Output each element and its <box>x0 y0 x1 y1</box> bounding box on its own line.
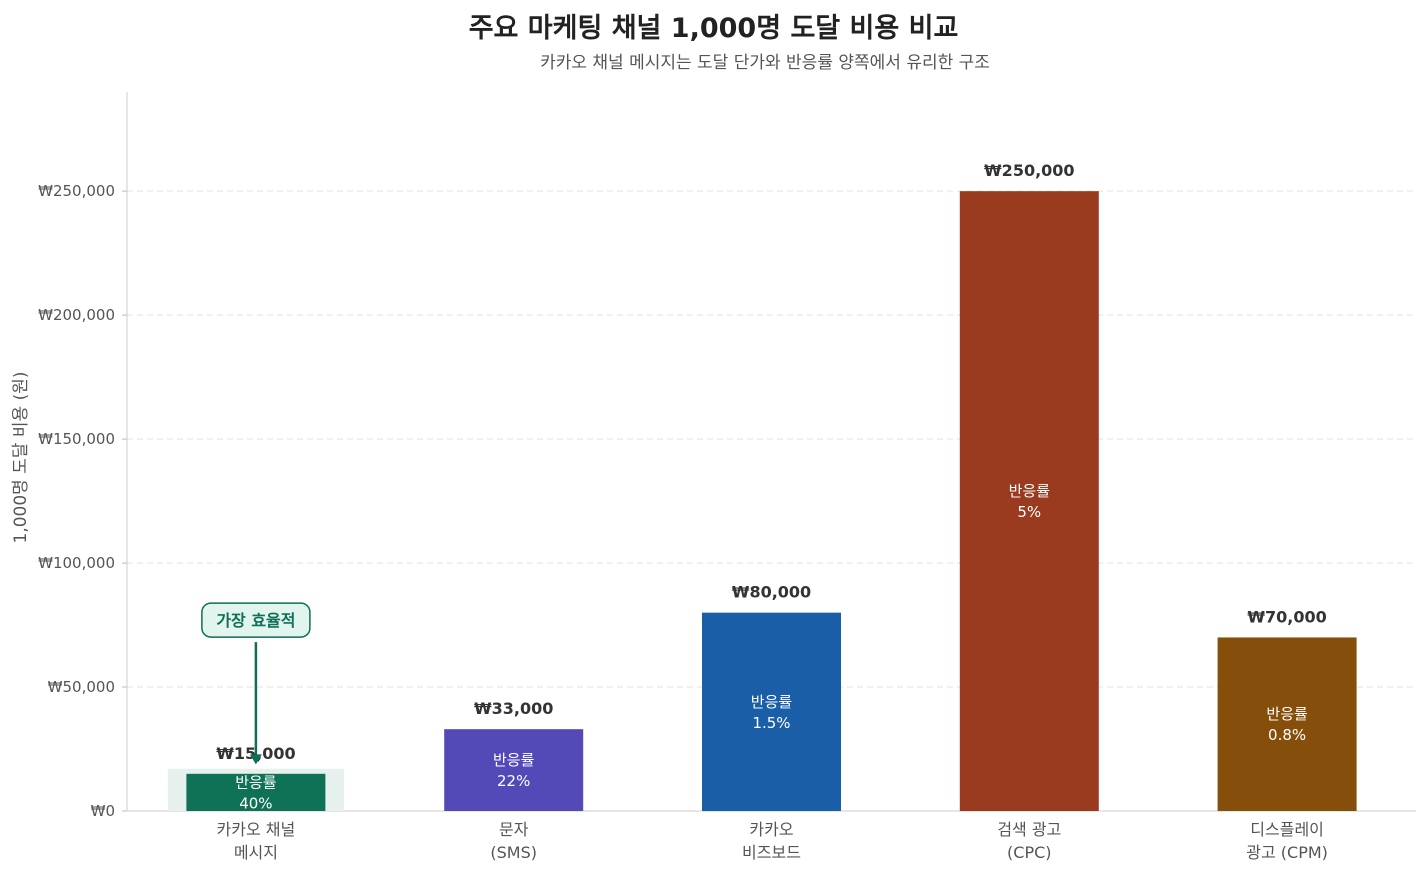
y-axis-label: 1,000명 도달 비용 (원) <box>11 372 31 544</box>
response-rate-value: 5% <box>1017 503 1041 521</box>
y-tick-label: ₩150,000 <box>38 430 115 448</box>
category-label: 문자 <box>499 820 529 839</box>
category-label: 비즈보드 <box>742 843 801 862</box>
annotation-arrow-head <box>249 754 262 765</box>
response-rate-value: 0.8% <box>1268 726 1306 744</box>
chart-title: 주요 마케팅 채널 1,000명 도달 비용 비교 <box>468 13 959 44</box>
response-rate-title: 반응률 <box>493 751 535 769</box>
bar-value-label: ₩80,000 <box>732 583 811 602</box>
chart-subtitle: 카카오 채널 메시지는 도달 단가와 반응률 양쪽에서 유리한 구조 <box>540 53 990 73</box>
y-tick-label: ₩50,000 <box>48 678 115 696</box>
bar <box>702 612 841 811</box>
bar <box>959 191 1099 811</box>
response-rate-title: 반응률 <box>751 693 793 711</box>
category-label: (CPC) <box>1007 843 1051 862</box>
response-rate-title: 반응률 <box>1266 705 1308 723</box>
category-label: 광고 (CPM) <box>1246 843 1328 862</box>
y-tick-label: ₩0 <box>91 802 115 820</box>
bar <box>186 773 326 811</box>
category-label: 디스플레이 <box>1250 820 1324 839</box>
bar-value-label: ₩70,000 <box>1247 607 1326 626</box>
bar <box>444 729 584 811</box>
response-rate-value: 40% <box>239 794 272 812</box>
response-rate-title: 반응률 <box>235 773 277 791</box>
bar <box>1217 637 1357 811</box>
category-label: 카카오 채널 <box>217 820 296 839</box>
category-label: 카카오 <box>749 820 793 839</box>
y-tick-label: ₩100,000 <box>38 554 115 572</box>
response-rate-value: 22% <box>497 772 530 790</box>
annotation-label: 가장 효율적 <box>216 611 295 630</box>
response-rate-value: 1.5% <box>752 714 790 732</box>
category-label: (SMS) <box>490 843 537 862</box>
bar-value-label: ₩33,000 <box>474 699 553 718</box>
response-rate-title: 반응률 <box>1009 482 1051 500</box>
y-tick-label: ₩200,000 <box>38 306 115 324</box>
category-label: 메시지 <box>234 843 278 862</box>
category-label: 검색 광고 <box>997 820 1061 839</box>
bar-value-label: ₩250,000 <box>984 161 1075 180</box>
annotation-box <box>201 602 311 638</box>
y-tick-label: ₩250,000 <box>38 182 115 200</box>
